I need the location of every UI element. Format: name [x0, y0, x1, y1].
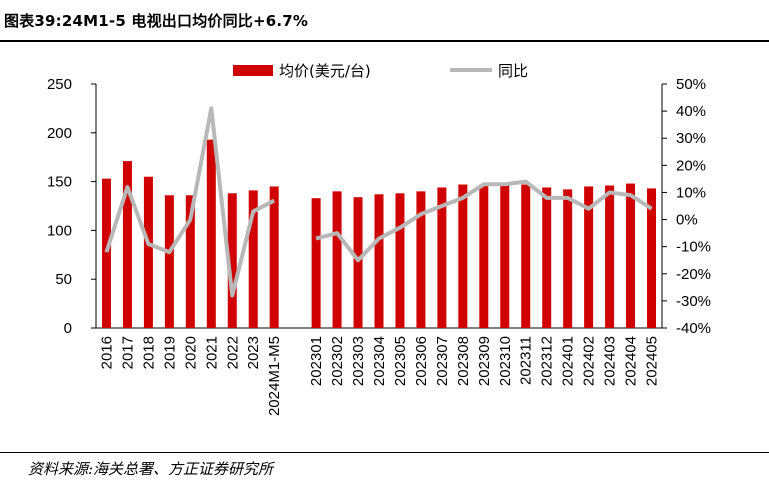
price-bar [521, 184, 531, 328]
price-bar [374, 194, 384, 328]
price-bar [416, 191, 426, 328]
legend-bar-label: 均价(美元/台) [279, 62, 371, 80]
bars [101, 139, 657, 328]
x-tick-label: 2020 [182, 336, 199, 369]
title-rule [0, 40, 769, 42]
price-bar [122, 161, 132, 328]
x-tick-label: 202405 [644, 336, 661, 386]
price-bar [332, 191, 342, 328]
price-bar [605, 185, 615, 328]
x-tick-label: 202302 [329, 336, 346, 386]
price-bar [164, 195, 174, 328]
price-bar [206, 139, 216, 328]
yoy-line [104, 106, 653, 298]
right-tick-label: -20% [676, 266, 711, 283]
price-bar [479, 184, 489, 328]
price-bar [563, 189, 573, 328]
source-note: 资料来源:海关总署、方正证券研究所 [28, 460, 274, 478]
price-bar [584, 186, 594, 328]
price-bar [647, 188, 657, 328]
price-bar [626, 183, 636, 328]
x-tick-label: 202303 [350, 336, 367, 386]
right-tick-label: 10% [676, 184, 706, 201]
x-tick-label: 2021 [203, 336, 220, 369]
x-tick-label: 2019 [161, 336, 178, 369]
price-bar [143, 176, 153, 328]
x-tick-labels: 2016 2017 2018 2019 2020 2021 2022 2023 2024M1-M… [98, 336, 660, 416]
x-tick-label: 2024M1-M5 [266, 336, 283, 416]
left-tick-label: 200 [47, 125, 72, 142]
price-bar [542, 187, 552, 328]
x-tick-label: 202403 [602, 336, 619, 386]
x-tick-label: 202306 [413, 336, 430, 386]
legend: 均价(美元/台) 同比 [233, 62, 528, 80]
price-bar [395, 193, 405, 328]
price-bar [269, 186, 279, 328]
x-tick-label: 2017 [119, 336, 136, 369]
x-tick-label: 202301 [308, 336, 325, 386]
x-tick-label: 202404 [623, 336, 640, 386]
right-tick-label: -30% [676, 293, 711, 310]
yoy-line-segment [315, 179, 653, 263]
price-bar [248, 190, 258, 328]
left-tick-label: 100 [47, 222, 72, 239]
x-tick-label: 202305 [392, 336, 409, 386]
price-bar [437, 187, 447, 328]
left-tick-label: 150 [47, 174, 72, 191]
right-tick-label: 0% [676, 212, 698, 229]
x-tick-label: 202402 [581, 336, 598, 386]
legend-line-label: 同比 [498, 62, 528, 80]
right-tick-label: 40% [676, 103, 706, 120]
price-bar [185, 195, 195, 328]
yoy-line-segment [104, 106, 276, 298]
chart-title: 图表39:24M1-5 电视出口均价同比+6.7% [4, 12, 309, 30]
price-bar [500, 185, 510, 328]
x-tick-label: 2016 [98, 336, 115, 369]
right-tick-label: -10% [676, 239, 711, 256]
legend-bar-swatch [233, 65, 273, 76]
left-tick-label: 50 [55, 271, 72, 288]
x-tick-label: 202304 [371, 336, 388, 386]
right-tick-label: 30% [676, 130, 706, 147]
price-bar [311, 198, 321, 328]
x-tick-label: 202308 [455, 336, 472, 386]
x-tick-label: 202312 [539, 336, 556, 386]
left-tick-label: 250 [47, 76, 72, 93]
left-tick-label: 0 [64, 320, 72, 337]
x-tick-label: 202310 [497, 336, 514, 386]
right-tick-label: -40% [676, 320, 711, 337]
x-tick-label: 202307 [434, 336, 451, 386]
x-tick-label: 202309 [476, 336, 493, 386]
footer-rule [0, 452, 769, 453]
price-bar [353, 197, 363, 328]
right-tick-label: 20% [676, 157, 706, 174]
price-bar [101, 178, 111, 328]
x-tick-label: 2018 [140, 336, 157, 369]
x-tick-label: 2022 [224, 336, 241, 369]
price-bar [458, 184, 468, 328]
x-tick-label: 202311 [518, 336, 535, 385]
right-tick-label: 50% [676, 76, 706, 93]
price-bar [227, 193, 237, 328]
chart: 均价(美元/台) 同比 0 50 100 150 200 250 -40% -30% -20% -… [47, 62, 711, 416]
x-tick-label: 2023 [245, 336, 262, 369]
x-tick-label: 202401 [560, 336, 577, 386]
